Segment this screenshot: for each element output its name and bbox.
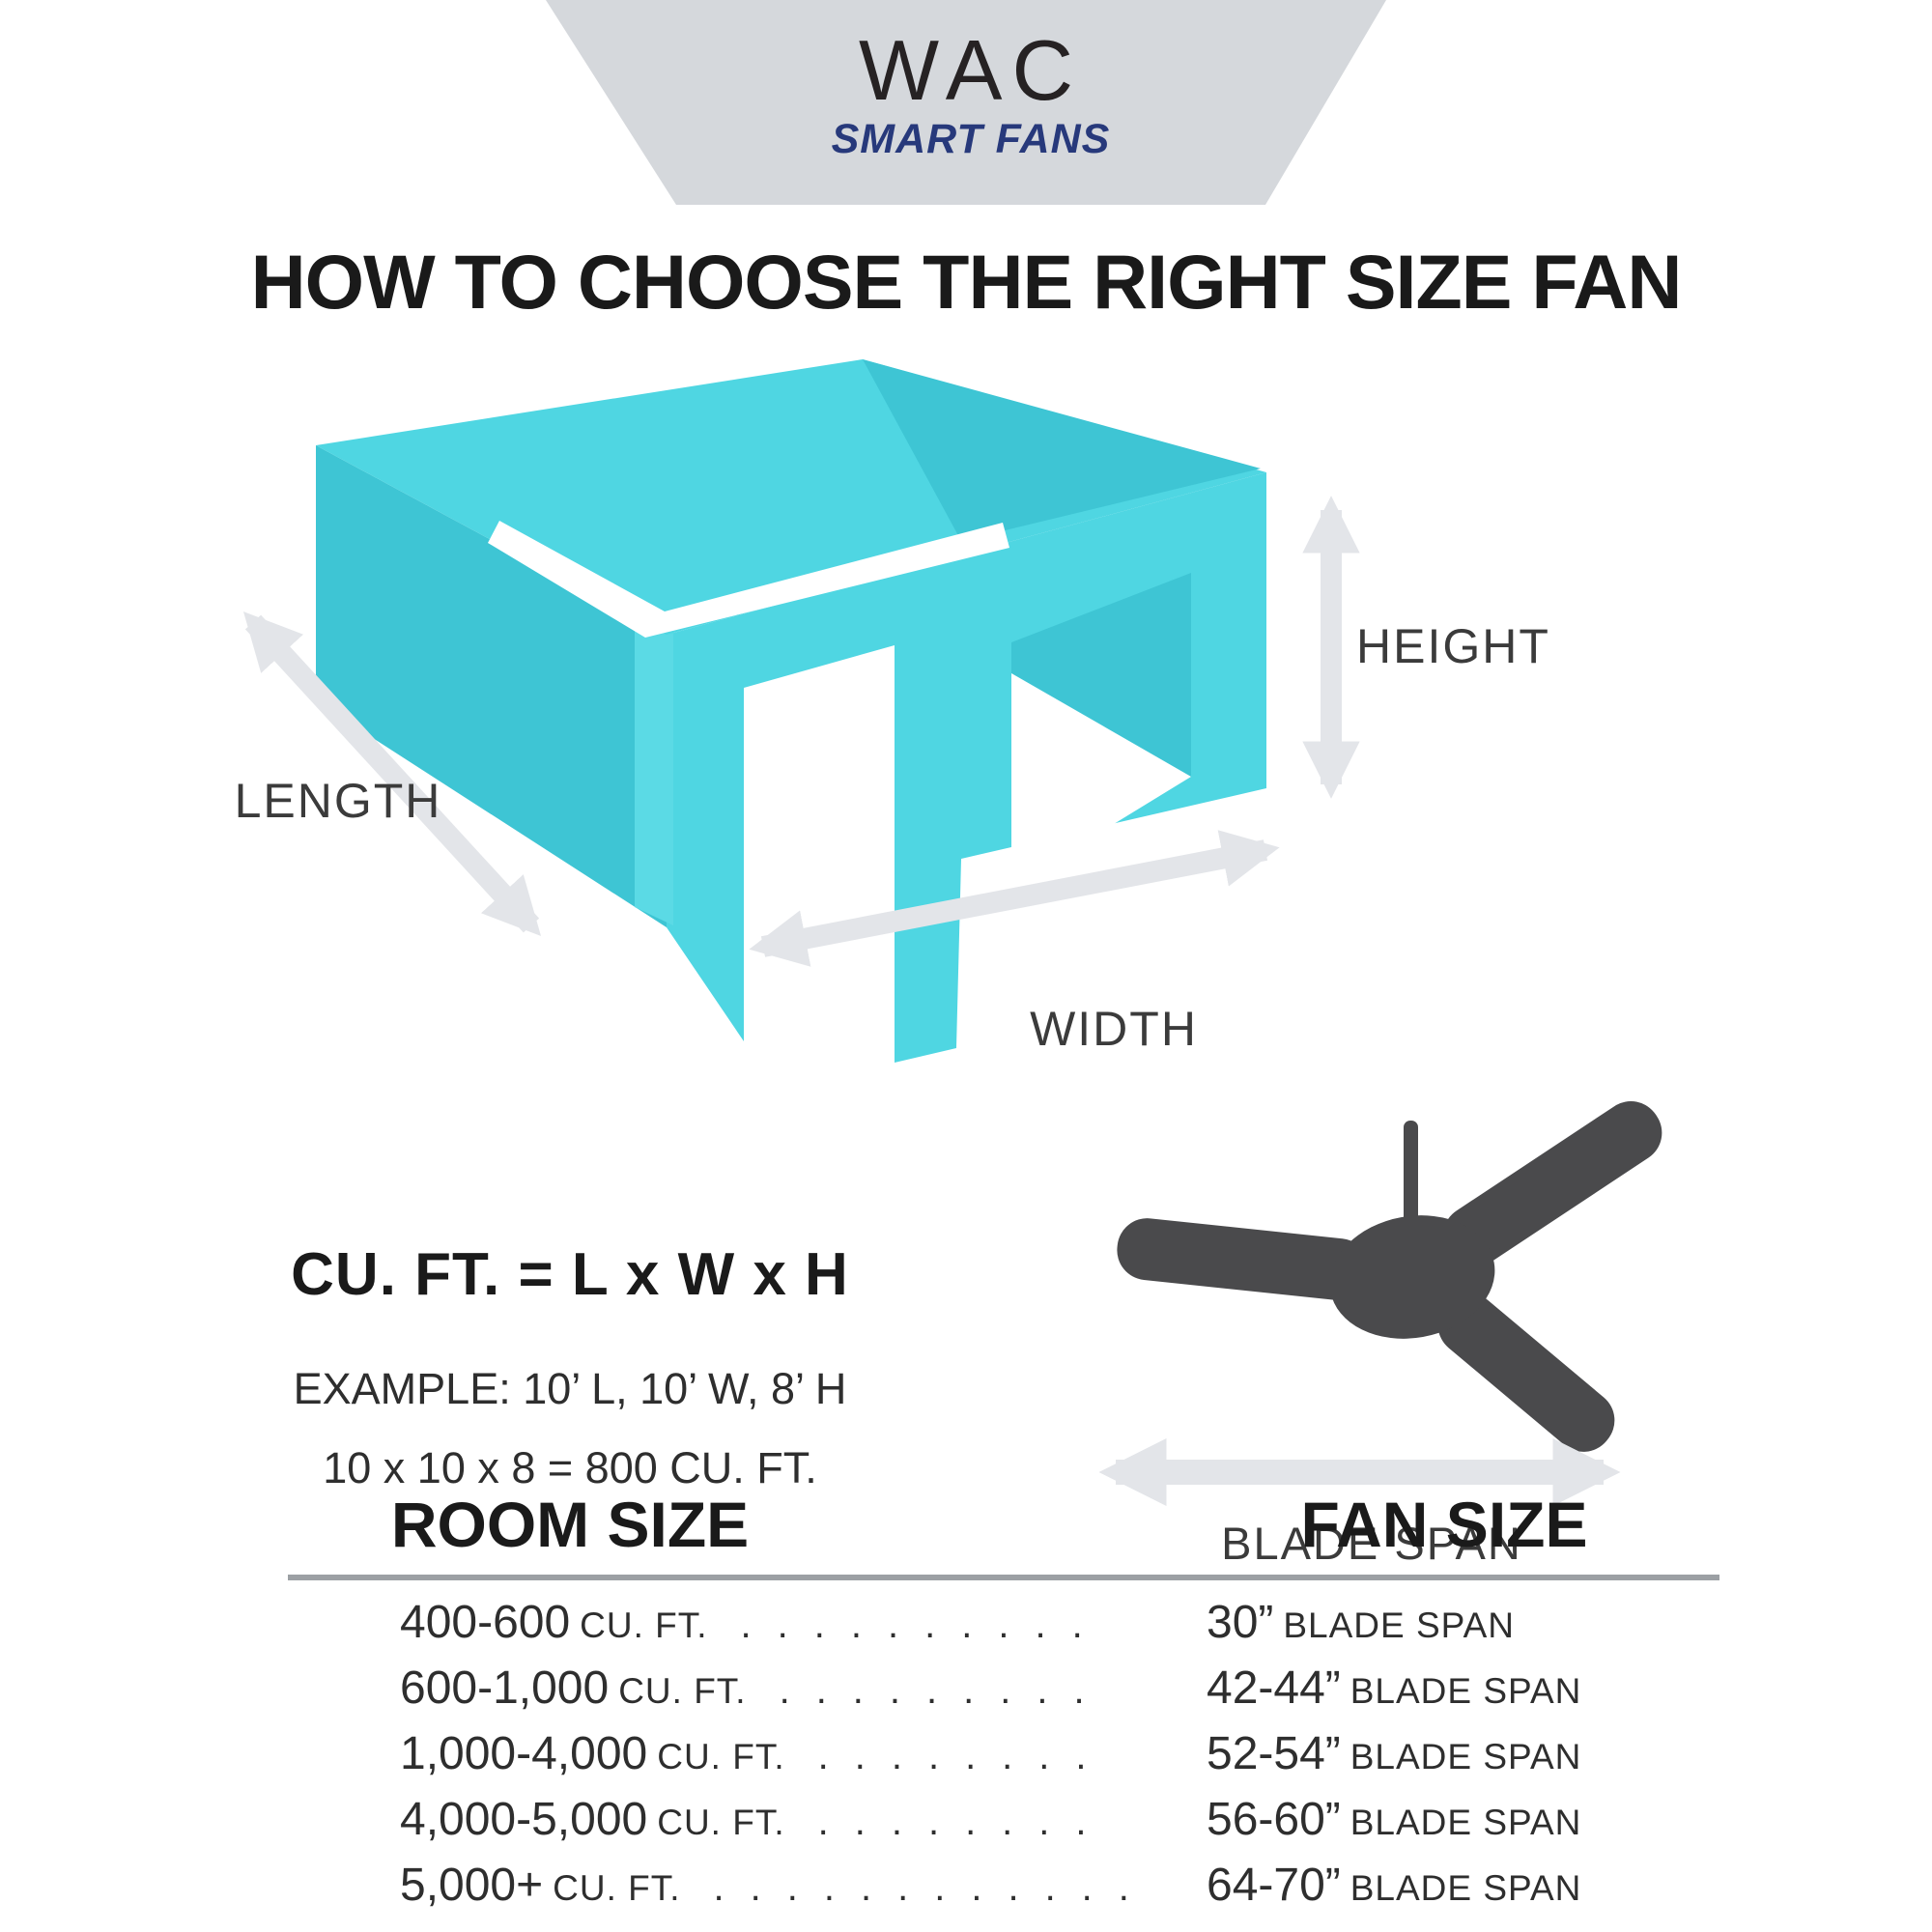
room-size-unit: CU. FT. [580,1605,708,1645]
room-size-unit: CU. FT. [657,1803,785,1842]
room-rim-gap [488,521,1009,638]
brand-wordmark: WAC [858,22,1084,118]
dot-leader: ............ [713,1866,1155,1909]
formula-example-line2: 10 x 10 x 8 = 800 CU. FT. [323,1443,817,1492]
table-divider [288,1575,1719,1580]
room-size-value: 400-600 [400,1597,571,1648]
fan-size-cell: 42-44” BLADE SPAN [1207,1662,1581,1715]
dot-leader: ......... [779,1669,1111,1712]
formula-example-line1: EXAMPLE: 10’ L, 10’ W, 8’ H [293,1364,847,1413]
fan-size-cell: 30” BLADE SPAN [1207,1596,1515,1649]
room-floor-shade [863,359,1261,541]
fan-size-unit: BLADE SPAN [1350,1803,1582,1842]
room-size-cell: 5,000+ CU. FT. ............ [400,1859,1207,1912]
room-size-header: ROOM SIZE [390,1489,750,1560]
fan-size-cell: 56-60” BLADE SPAN [1207,1793,1581,1846]
fan-size-value: 42-44” [1207,1662,1341,1714]
width-arrow [749,830,1280,967]
table-row: 5,000+ CU. FT. ............ 64-70” BLADE… [288,1859,1719,1924]
dot-leader: ........ [817,1801,1113,1843]
room-size-value: 4,000-5,000 [400,1794,648,1845]
ceiling-fan-icon [1117,1101,1662,1452]
table-row: 600-1,000 CU. FT. ......... 42-44” BLADE… [288,1662,1719,1727]
room-size-unit: CU. FT. [553,1868,681,1908]
room-size-unit: CU. FT. [618,1671,747,1711]
fan-size-unit: BLADE SPAN [1350,1868,1582,1908]
room-size-value: 600-1,000 [400,1662,610,1714]
fan-size-header: FAN SIZE [1300,1489,1588,1560]
room-size-cell: 600-1,000 CU. FT. ......... [400,1662,1207,1715]
dot-leader: ........ [817,1735,1113,1777]
room-size-cell: 4,000-5,000 CU. FT. ........ [400,1793,1207,1846]
fan-size-cell: 64-70” BLADE SPAN [1207,1859,1581,1912]
length-arrow [242,611,542,936]
dot-leader: .......... [740,1604,1109,1646]
page-title: HOW TO CHOOSE THE RIGHT SIZE FAN [250,239,1683,325]
brand-tagline: SMART FANS [831,116,1111,162]
room-size-value: 5,000+ [400,1860,544,1911]
table-row: 1,000-4,000 CU. FT. ........ 52-54” BLAD… [288,1727,1719,1793]
blade-span-label: BLADE SPAN [1221,1518,1522,1569]
fan-size-value: 30” [1207,1597,1274,1648]
width-label: WIDTH [1030,1002,1198,1056]
fan-size-value: 64-70” [1207,1860,1341,1911]
room-size-cell: 1,000-4,000 CU. FT. ........ [400,1727,1207,1780]
brand-banner [546,0,1386,205]
room-corner-bevel [635,617,673,925]
room-size-unit: CU. FT. [657,1737,785,1776]
fan-size-cell: 52-54” BLADE SPAN [1207,1727,1581,1780]
fan-size-unit: BLADE SPAN [1350,1737,1582,1776]
room-size-cell: 400-600 CU. FT. .......... [400,1596,1207,1649]
table-row: 400-600 CU. FT. .......... 30” BLADE SPA… [288,1596,1719,1662]
size-table: 400-600 CU. FT. .......... 30” BLADE SPA… [288,1596,1719,1924]
fan-size-value: 56-60” [1207,1794,1341,1845]
length-label: LENGTH [234,774,442,828]
fan-size-value: 52-54” [1207,1728,1341,1779]
table-row: 4,000-5,000 CU. FT. ........ 56-60” BLAD… [288,1793,1719,1859]
window-interior [1011,573,1191,777]
fan-size-unit: BLADE SPAN [1283,1605,1515,1645]
fan-size-unit: BLADE SPAN [1350,1671,1582,1711]
volume-formula: CU. FT. = L x W x H [291,1241,849,1308]
room-size-value: 1,000-4,000 [400,1728,648,1779]
height-label: HEIGHT [1356,619,1550,673]
